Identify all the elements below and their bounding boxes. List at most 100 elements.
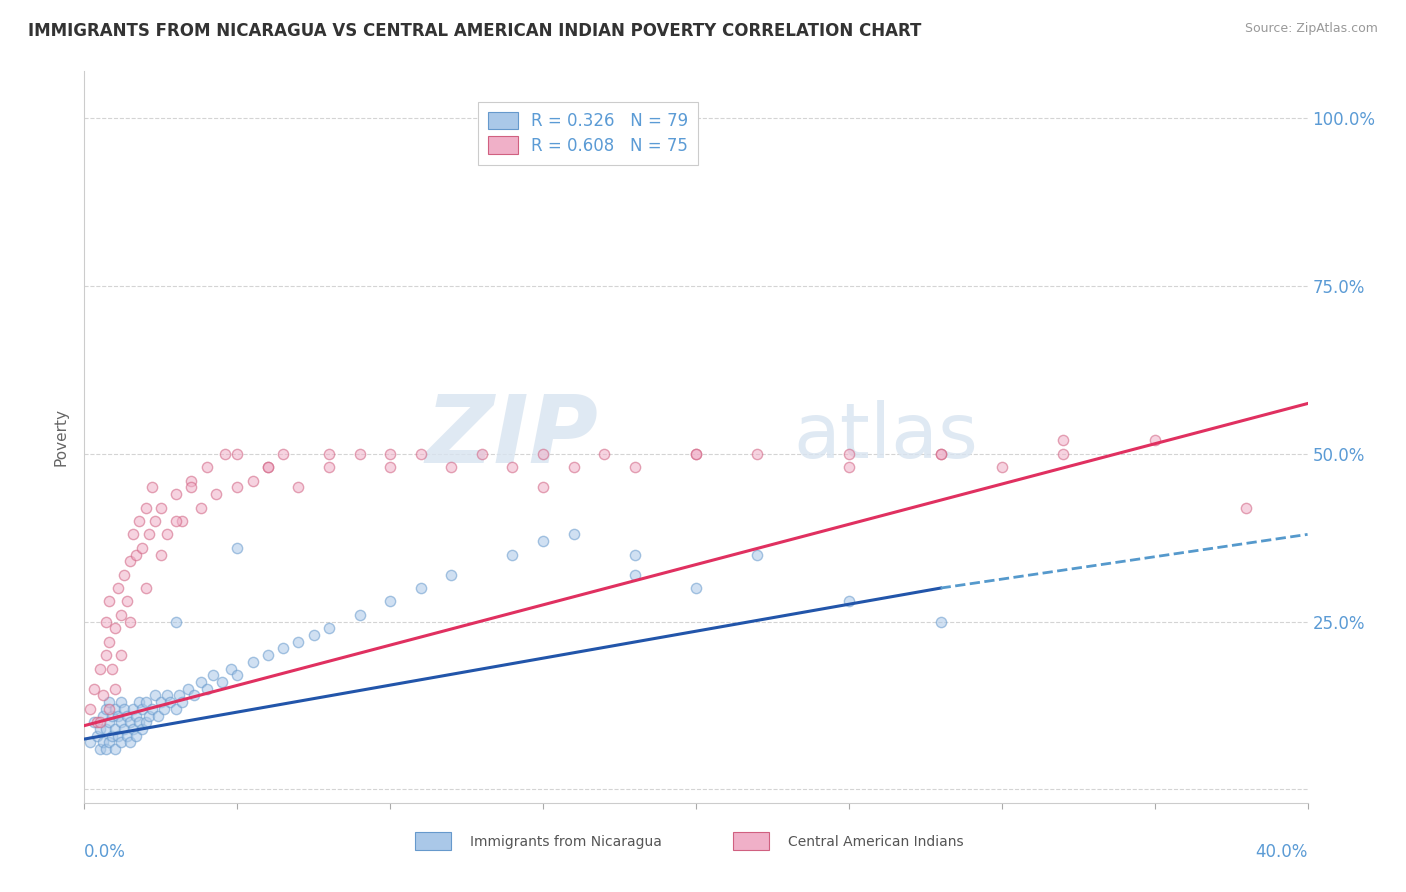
Point [131, 541, 153, 555]
Point [409, 581, 432, 595]
Point [104, 621, 127, 635]
Point [562, 527, 585, 541]
Point [271, 641, 294, 656]
Point [172, 695, 194, 709]
Point [747, 447, 769, 461]
Point [624, 460, 647, 475]
Point [1143, 434, 1166, 448]
Point [143, 689, 166, 703]
Point [172, 514, 194, 528]
Point [219, 662, 242, 676]
Point [165, 702, 187, 716]
Point [107, 581, 129, 595]
Point [86, 715, 108, 730]
Point [1236, 500, 1258, 515]
Point [101, 729, 124, 743]
Text: Immigrants from Nicaragua: Immigrants from Nicaragua [470, 835, 662, 848]
Point [91, 735, 114, 749]
Point [112, 702, 135, 716]
Point [120, 554, 142, 568]
Point [94, 615, 117, 629]
Point [195, 460, 218, 475]
Point [929, 447, 952, 461]
Point [107, 708, 129, 723]
Point [440, 460, 463, 475]
Point [685, 447, 707, 461]
Point [205, 487, 228, 501]
Point [115, 729, 138, 743]
Point [128, 514, 150, 528]
Point [97, 594, 120, 608]
Point [226, 447, 249, 461]
Point [131, 722, 153, 736]
Point [156, 527, 179, 541]
Point [104, 742, 127, 756]
Point [380, 447, 402, 461]
Point [562, 460, 585, 475]
Point [110, 735, 132, 749]
Point [94, 742, 117, 756]
Point [101, 662, 124, 676]
Text: 0.0%: 0.0% [84, 843, 127, 861]
Point [135, 715, 157, 730]
Point [271, 447, 294, 461]
Point [143, 514, 166, 528]
Point [104, 681, 127, 696]
Point [153, 702, 176, 716]
Point [94, 702, 117, 716]
Point [128, 695, 150, 709]
Point [287, 480, 309, 494]
Point [83, 715, 105, 730]
Point [101, 708, 124, 723]
Point [226, 541, 249, 555]
Point [94, 648, 117, 662]
Point [107, 729, 129, 743]
Point [141, 480, 163, 494]
Point [115, 708, 138, 723]
Point [94, 722, 117, 736]
Point [226, 668, 249, 682]
Point [115, 594, 138, 608]
Point [531, 480, 554, 494]
Point [149, 500, 172, 515]
Point [146, 708, 169, 723]
Point [380, 460, 402, 475]
Point [120, 715, 142, 730]
Point [159, 695, 181, 709]
Point [149, 695, 172, 709]
Point [180, 480, 202, 494]
Point [91, 689, 114, 703]
Point [131, 702, 153, 716]
Point [531, 534, 554, 549]
Point [242, 655, 264, 669]
Point [409, 447, 432, 461]
Point [167, 689, 190, 703]
Point [165, 514, 187, 528]
Point [349, 447, 371, 461]
FancyBboxPatch shape [415, 832, 451, 850]
Point [97, 715, 120, 730]
Point [257, 460, 280, 475]
Point [122, 702, 145, 716]
Point [1052, 434, 1074, 448]
FancyBboxPatch shape [733, 832, 769, 850]
Point [97, 702, 120, 716]
Point [380, 594, 402, 608]
Point [318, 447, 340, 461]
Point [838, 447, 860, 461]
Point [97, 695, 120, 709]
Point [593, 447, 616, 461]
Point [302, 628, 325, 642]
Point [97, 634, 120, 648]
Point [991, 460, 1014, 475]
Point [135, 581, 157, 595]
Point [211, 675, 233, 690]
Point [177, 681, 200, 696]
Point [120, 735, 142, 749]
Text: Central American Indians: Central American Indians [787, 835, 963, 848]
Point [97, 735, 120, 749]
Point [86, 729, 108, 743]
Point [138, 708, 160, 723]
Point [165, 487, 187, 501]
Point [929, 615, 952, 629]
